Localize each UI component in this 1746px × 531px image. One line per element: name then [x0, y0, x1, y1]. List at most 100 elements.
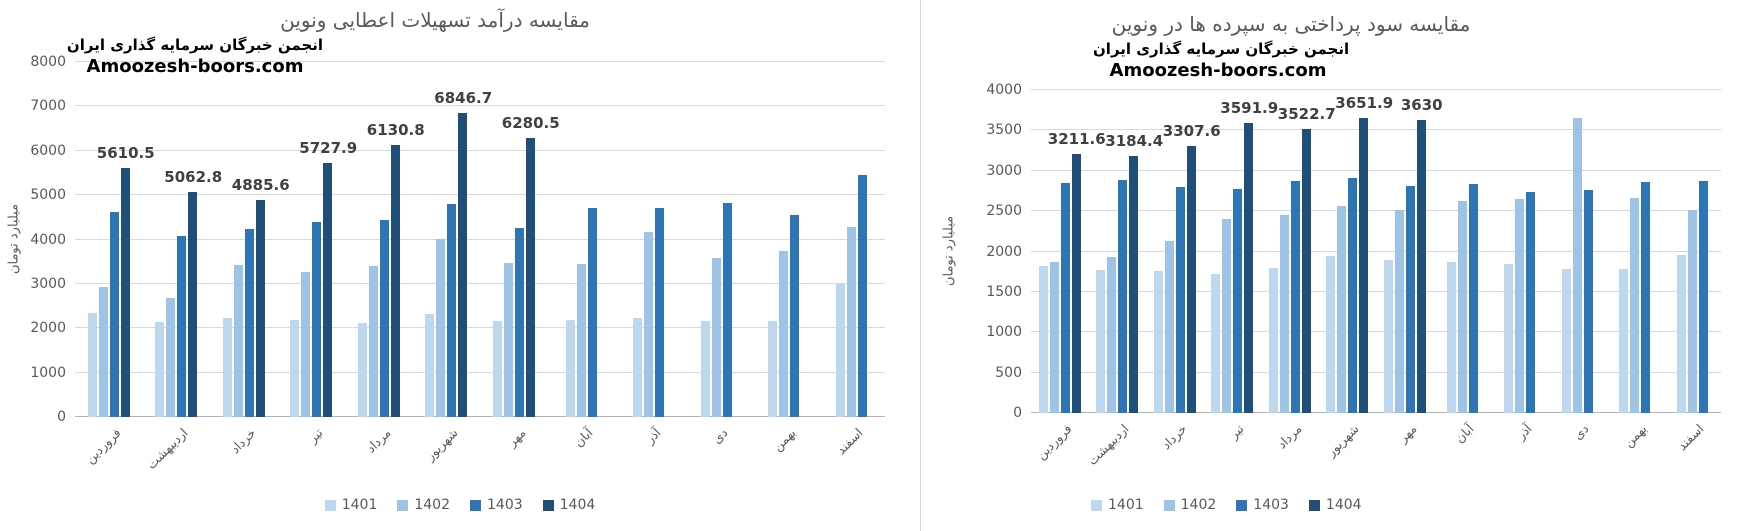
bar-1403 — [1405, 185, 1415, 413]
bar-1404 — [1071, 153, 1081, 413]
data-label: 5610.5 — [96, 144, 155, 163]
bar-group — [615, 62, 683, 417]
x-tick-label: شهریور — [422, 425, 461, 464]
bar-1403 — [312, 222, 322, 417]
y-tick-label: 7000 — [30, 98, 66, 115]
bar-1403 — [1290, 181, 1300, 413]
y-tick-label: 4000 — [986, 82, 1022, 98]
legend-marker — [1308, 499, 1320, 511]
bar-1404 — [525, 138, 535, 417]
y-tick-label: 0 — [1013, 405, 1022, 421]
bar-1403 — [244, 228, 254, 417]
bar-1401 — [633, 318, 643, 417]
x-tick-label: بهمن — [1620, 421, 1650, 450]
legend-item-1403: 1403 — [470, 497, 523, 513]
x-tick-label: آذر — [642, 425, 664, 447]
bar-group: 3184.4 — [1089, 90, 1163, 413]
bar-1402 — [1279, 214, 1289, 413]
bar-group — [1549, 90, 1607, 413]
bar-1402 — [1222, 218, 1232, 413]
x-tick-label: تیر — [305, 425, 326, 446]
data-label: 3651.9 — [1335, 94, 1394, 113]
legend-marker — [397, 499, 409, 511]
x-tick-label: آذر — [1513, 421, 1535, 443]
bar-1403 — [1641, 182, 1651, 413]
data-label: 6130.8 — [366, 120, 425, 139]
bar-group — [1434, 90, 1492, 413]
bar-1402 — [711, 258, 721, 417]
x-tick-label: بهمن — [769, 425, 799, 454]
bar-1401 — [1211, 273, 1221, 413]
gridline — [75, 327, 885, 329]
bar-1404 — [1186, 145, 1196, 413]
bar-1404 — [323, 162, 333, 417]
y-tick-label: 8000 — [30, 54, 66, 70]
gridline — [75, 282, 885, 284]
gridline — [1031, 250, 1721, 252]
bar-1401 — [1504, 264, 1514, 413]
y-tick-label: 6000 — [30, 142, 66, 159]
y-tick-label: 5000 — [30, 187, 66, 204]
bar-group: 3630 — [1376, 90, 1443, 413]
y-tick-label: 4000 — [30, 231, 66, 248]
bar-1403 — [655, 207, 665, 417]
bar-1401 — [1619, 269, 1629, 413]
x-tick-label: آبان — [1452, 421, 1477, 446]
bar-1404 — [188, 192, 198, 417]
bar-1401 — [290, 319, 300, 417]
gridline — [1031, 331, 1721, 333]
bar-1403 — [1583, 189, 1593, 413]
bar-1403 — [1118, 180, 1128, 413]
x-tick-label: مهر — [1395, 421, 1420, 446]
bar-1402 — [1572, 117, 1582, 413]
bar-1403 — [1060, 182, 1070, 413]
x-tick-label: آبان — [571, 425, 596, 450]
bar-1401 — [222, 318, 232, 417]
watermark: انجمن خبرگان سرمایه گذاری ایران Amoozesh… — [1093, 40, 1349, 81]
bar-1403 — [1468, 184, 1478, 413]
bar-group — [1606, 90, 1664, 413]
bar-1402 — [644, 231, 654, 417]
data-label: 3211.6 — [1047, 129, 1106, 148]
data-label: 5062.8 — [164, 168, 223, 187]
y-axis-title: میلیارد تومان — [941, 215, 957, 287]
legend-label: 1402 — [414, 497, 450, 513]
watermark-line-url: Amoozesh-boors.com — [86, 56, 304, 77]
legend-item-1402: 1402 — [397, 497, 450, 513]
y-tick-label: 2000 — [30, 320, 66, 337]
bar-group — [1664, 90, 1722, 413]
chart-title: مقایسه سود پرداختی به سپرده ها در ونوین — [1111, 12, 1471, 36]
y-axis-title: میلیارد تومان — [6, 203, 22, 275]
gridline — [1031, 129, 1721, 131]
bar-group: 3211.6 — [1031, 90, 1106, 413]
x-axis-line — [1031, 412, 1721, 413]
bar-1402 — [1107, 256, 1117, 413]
bar-1404 — [120, 168, 130, 417]
bar-1404 — [390, 144, 400, 417]
x-tick-label: مرداد — [362, 425, 394, 456]
y-tick-label: 3000 — [986, 162, 1022, 179]
legend-item-1404: 1404 — [1308, 497, 1362, 513]
bar-1402 — [1337, 206, 1347, 413]
gridline — [75, 238, 885, 240]
bar-1403 — [109, 212, 119, 417]
bar-1402 — [436, 238, 446, 417]
gridline — [75, 194, 885, 196]
legend-label: 1403 — [487, 497, 523, 513]
bar-group — [548, 62, 616, 417]
bar-group: 5062.8 — [143, 62, 222, 417]
y-tick-label: 1500 — [986, 283, 1022, 300]
data-label: 6280.5 — [501, 114, 560, 133]
x-tick-label: دی — [709, 425, 731, 447]
bar-1403 — [1698, 181, 1708, 413]
watermark-line-url: Amoozesh-boors.com — [1109, 60, 1327, 81]
bar-1403 — [379, 220, 389, 417]
bar-1403 — [587, 208, 597, 417]
bar-1403 — [857, 175, 867, 417]
bar-1401 — [1153, 271, 1163, 413]
legend-label: 1404 — [1325, 497, 1362, 513]
y-tick-label: 2500 — [986, 203, 1022, 220]
bar-group: 4885.6 — [210, 62, 290, 417]
bar-1402 — [1515, 199, 1525, 413]
bar-1402 — [1049, 262, 1059, 413]
